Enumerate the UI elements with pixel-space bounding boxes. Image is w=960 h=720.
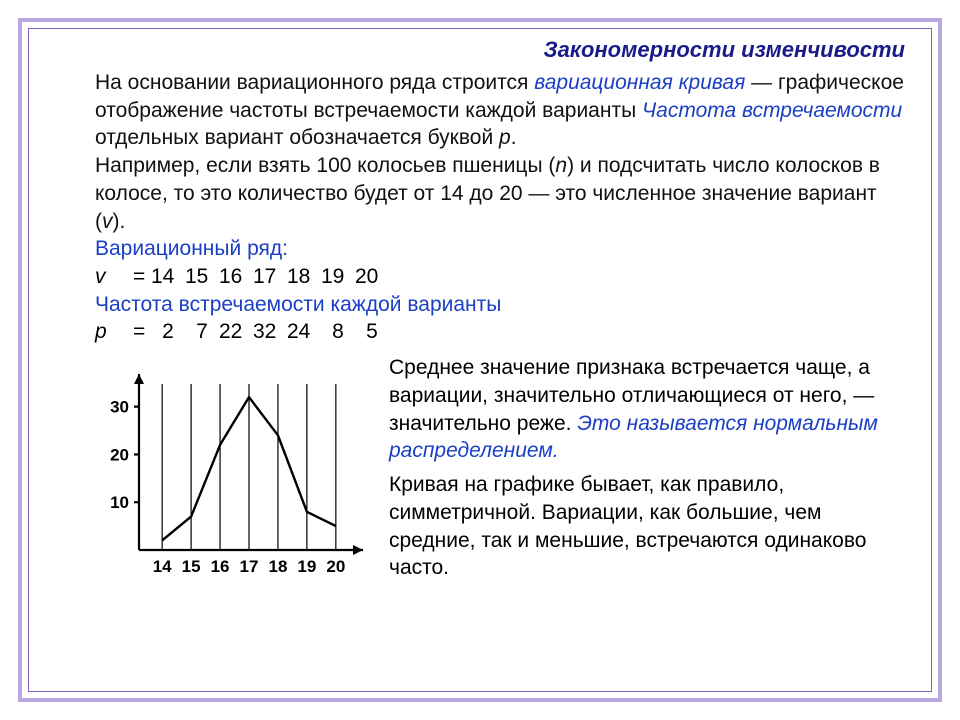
p-series-row: p=2722322485: [95, 318, 911, 346]
slide-frame: Закономерности изменчивости На основании…: [18, 18, 942, 702]
svg-text:14: 14: [153, 557, 172, 576]
p-val-6: 5: [355, 318, 389, 346]
svg-text:15: 15: [182, 557, 201, 576]
term-frequency: Частота встречаемости: [642, 99, 902, 122]
p-series-title: Частота встречаемости каждой варианты: [95, 291, 905, 319]
svg-text:19: 19: [297, 557, 316, 576]
intro-text-1a: На основании вариационного ряда строится: [95, 71, 534, 94]
intro-text-1d: .: [511, 126, 517, 149]
svg-text:20: 20: [326, 557, 345, 576]
svg-text:16: 16: [211, 557, 230, 576]
svg-text:20: 20: [110, 446, 129, 465]
intro-text-1c: отдельных вариант обозначается буквой: [95, 126, 499, 149]
term-variation-curve: вариационная кривая: [534, 71, 745, 94]
v-series-title: Вариационный ряд:: [95, 235, 905, 263]
v-series-row: v=14151617181920: [95, 263, 911, 291]
chart-container: 10 20 30 14 15 16 17 18 19 20: [49, 350, 389, 584]
p-val-5: 8: [321, 318, 355, 346]
p-val-4: 24: [287, 318, 321, 346]
svg-text:10: 10: [110, 493, 129, 512]
p-val-1: 7: [185, 318, 219, 346]
v-val-4: 18: [287, 263, 321, 291]
svg-text:18: 18: [268, 557, 287, 576]
variation-curve-chart: 10 20 30 14 15 16 17 18 19 20: [85, 364, 375, 584]
var-v: v: [102, 210, 113, 233]
intro-text-2a: Например, если взять 100 колосьев пшениц…: [95, 154, 555, 177]
right-para-2: Кривая на графике бывает, как правило, с…: [389, 471, 911, 582]
p-val-0: 2: [151, 318, 185, 346]
page-title: Закономерности изменчивости: [49, 37, 911, 63]
v-eq: =: [133, 263, 151, 291]
svg-text:17: 17: [240, 557, 259, 576]
v-val-3: 17: [253, 263, 287, 291]
slide-content: Закономерности изменчивости На основании…: [28, 28, 932, 692]
v-val-5: 19: [321, 263, 355, 291]
v-label: v: [95, 263, 133, 291]
v-val-2: 16: [219, 263, 253, 291]
right-text-column: Среднее значение признака встречается ча…: [389, 350, 911, 584]
v-val-0: 14: [151, 263, 185, 291]
v-val-1: 15: [185, 263, 219, 291]
intro-paragraph: На основании вариационного ряда строится…: [95, 69, 905, 235]
p-eq: =: [133, 318, 151, 346]
right-para-1: Среднее значение признака встречается ча…: [389, 354, 911, 465]
p-val-3: 32: [253, 318, 287, 346]
var-n: n: [555, 154, 567, 177]
svg-text:30: 30: [110, 398, 129, 417]
intro-text-2c: ).: [113, 210, 126, 233]
p-val-2: 22: [219, 318, 253, 346]
chart-and-text-row: 10 20 30 14 15 16 17 18 19 20 Среднее значение пр…: [49, 350, 911, 584]
v-val-6: 20: [355, 263, 389, 291]
var-p: p: [499, 126, 511, 149]
p-label: p: [95, 318, 133, 346]
